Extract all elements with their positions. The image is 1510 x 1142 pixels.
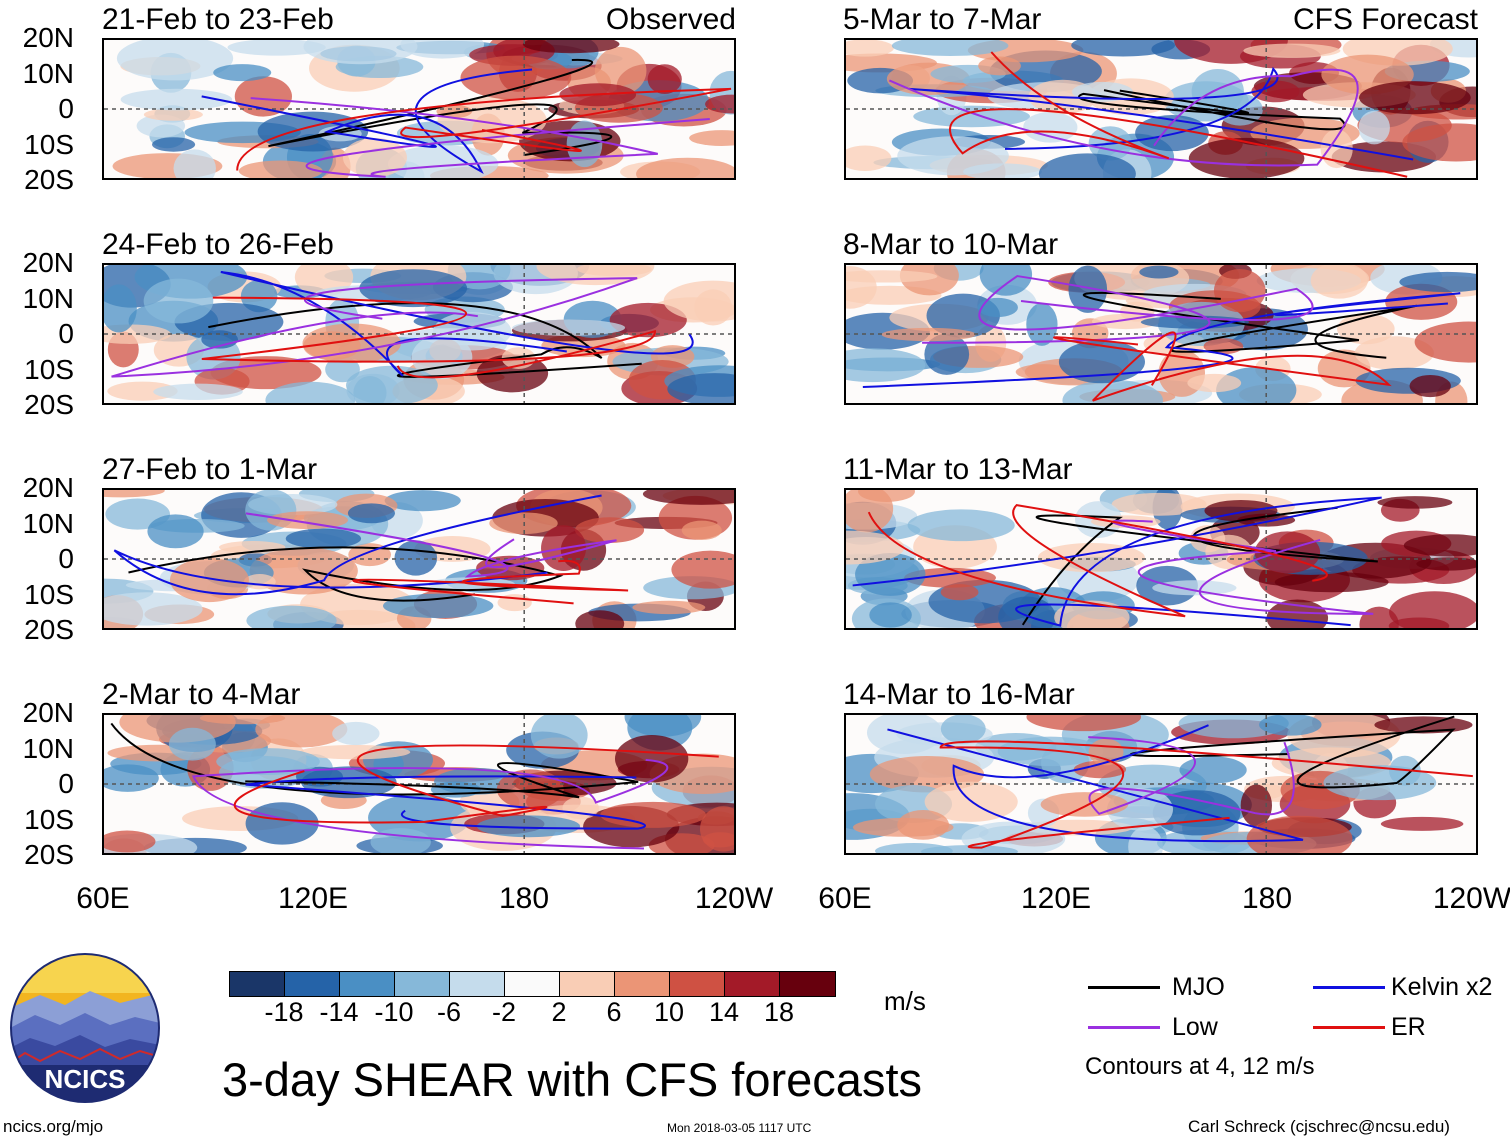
x-label-120e-left: 120E	[277, 882, 349, 915]
y-axis-label: 20N	[22, 472, 74, 503]
shear-map	[846, 40, 1476, 178]
shear-map	[104, 715, 734, 853]
colorbar-swatch	[615, 972, 670, 996]
y-axis-label: 20N	[22, 22, 74, 53]
map-panel-left-4	[102, 713, 736, 855]
legend-label-kelvin: Kelvin x2	[1391, 973, 1493, 1001]
colorbar-swatch	[725, 972, 780, 996]
x-label-180-right: 180	[1241, 882, 1293, 915]
y-axis-label: 20S	[24, 839, 74, 870]
legend-line-low	[1088, 1026, 1160, 1029]
y-axis-label: 10N	[22, 507, 74, 539]
footer-website[interactable]: ncics.org/mjo	[3, 1117, 104, 1136]
legend-line-kelvin	[1313, 986, 1385, 989]
y-axis-label: 20S	[24, 389, 74, 420]
colorbar-tick-label: 6	[606, 997, 622, 1027]
panel-label-cfs-forecast: CFS Forecast	[1292, 3, 1478, 36]
colorbar-swatch	[670, 972, 725, 996]
y-axis-label: 20S	[24, 164, 74, 195]
colorbar	[229, 971, 836, 997]
colorbar-swatch	[340, 972, 395, 996]
y-axis-label: 10N	[22, 732, 74, 764]
y-axis-label: 10S	[24, 803, 74, 835]
panel-title-left-1: 21-Feb to 23-Feb	[102, 3, 334, 36]
legend-label-low: Low	[1172, 1013, 1218, 1041]
x-label-180-left: 180	[498, 882, 550, 915]
map-panel-right-4	[844, 713, 1478, 855]
y-axis-label: 0	[58, 93, 74, 124]
colorbar-tick-label: -14	[319, 997, 359, 1027]
panel-title-right-4: 14-Mar to 16-Mar	[843, 678, 1075, 711]
colorbar-swatch	[560, 972, 615, 996]
shear-map	[846, 490, 1476, 628]
y-axis-label: 20S	[24, 614, 74, 645]
map-panel-left-1	[102, 38, 736, 180]
x-label-60e-left: 60E	[76, 882, 130, 915]
colorbar-tick-label: 14	[708, 997, 740, 1027]
y-axis-label: 10S	[24, 353, 74, 385]
y-axis-label: 10S	[24, 578, 74, 610]
legend-note: Contours at 4, 12 m/s	[1085, 1053, 1315, 1080]
colorbar-swatch	[780, 972, 835, 996]
shear-map	[846, 715, 1476, 853]
y-axis-label: 20N	[22, 247, 74, 278]
colorbar-tick-label: 2	[551, 997, 567, 1027]
colorbar-swatch	[505, 972, 560, 996]
y-axis-label: 20N	[22, 697, 74, 728]
x-label-120w-right: 120W	[1432, 882, 1510, 915]
ncics-logo: NCICS	[10, 953, 160, 1103]
colorbar-tick-label: -6	[436, 997, 462, 1027]
figure-title: 3-day SHEAR with CFS forecasts	[222, 1053, 922, 1106]
colorbar-tick-label: -2	[491, 997, 517, 1027]
colorbar-tick-label: -18	[264, 997, 304, 1027]
panel-title-left-4: 2-Mar to 4-Mar	[102, 678, 301, 711]
shear-map	[104, 40, 734, 178]
map-panel-right-2	[844, 263, 1478, 405]
colorbar-tick-label: 18	[763, 997, 795, 1027]
map-panel-left-3	[102, 488, 736, 630]
y-axis-label: 0	[58, 318, 74, 349]
colorbar-swatch	[450, 972, 505, 996]
y-axis-label: 10S	[24, 128, 74, 160]
logo-text: NCICS	[45, 1064, 126, 1094]
colorbar-swatch	[285, 972, 340, 996]
shear-map	[104, 490, 734, 628]
panel-title-right-2: 8-Mar to 10-Mar	[843, 228, 1059, 261]
y-axis-label: 0	[58, 768, 74, 799]
x-label-60e-right: 60E	[818, 882, 872, 915]
colorbar-units: m/s	[884, 986, 926, 1016]
legend-label-er: ER	[1391, 1013, 1426, 1041]
panel-title-right-1: 5-Mar to 7-Mar	[843, 3, 1042, 36]
y-axis-label: 10N	[22, 57, 74, 89]
legend-line-er	[1313, 1026, 1385, 1029]
panel-title-left-2: 24-Feb to 26-Feb	[102, 228, 334, 261]
colorbar-swatch	[395, 972, 450, 996]
panel-title-right-3: 11-Mar to 13-Mar	[843, 453, 1073, 486]
panel-title-left-3: 27-Feb to 1-Mar	[102, 453, 318, 486]
x-label-120e-right: 120E	[1020, 882, 1092, 915]
y-axis-label: 0	[58, 543, 74, 574]
footer-author: Carl Schreck (cjschrec@ncsu.edu)	[1188, 1117, 1450, 1136]
colorbar-swatch	[230, 972, 285, 996]
shear-map	[104, 265, 734, 403]
map-panel-left-2	[102, 263, 736, 405]
panel-label-observed: Observed	[605, 3, 736, 36]
colorbar-tick-label: -10	[374, 997, 414, 1027]
y-axis-label: 10N	[22, 282, 74, 314]
x-label-120w-left: 120W	[694, 882, 774, 915]
legend-label-mjo: MJO	[1172, 973, 1225, 1001]
map-panel-right-1	[844, 38, 1478, 180]
map-panel-right-3	[844, 488, 1478, 630]
colorbar-tick-label: 10	[653, 997, 685, 1027]
footer-timestamp: Mon 2018-03-05 1117 UTC	[667, 1121, 812, 1135]
legend-line-mjo	[1088, 986, 1160, 989]
shear-map	[846, 265, 1476, 403]
